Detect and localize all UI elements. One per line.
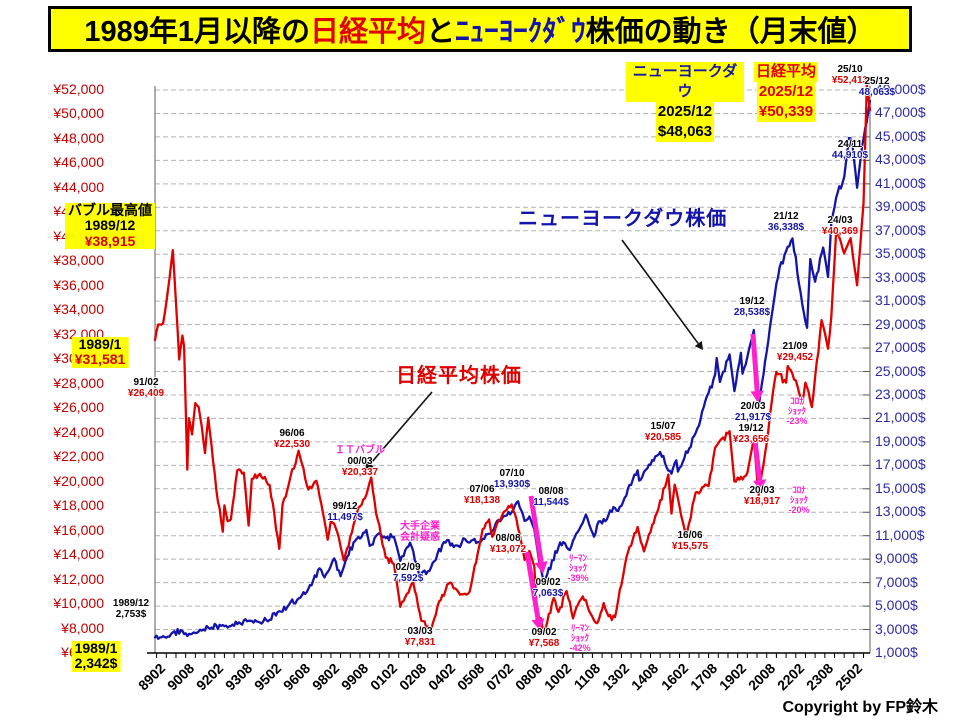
title-nikkei: 日経平均 — [310, 16, 427, 48]
shock-arrow — [752, 440, 763, 481]
title-dow: ﾆｭｰﾖｰｸﾀﾞｳ — [455, 16, 586, 48]
callout-arrow — [369, 391, 433, 465]
callout-arrow — [621, 239, 699, 345]
legend-nikkei: 日経平均 2025/12 ¥50,339 — [740, 62, 832, 122]
arrow-head — [365, 461, 374, 470]
shock-arrow — [750, 333, 760, 392]
shock-arrow — [524, 551, 541, 620]
legend-nikkei-value: ¥50,339 — [756, 102, 816, 122]
arrow-head — [750, 390, 764, 403]
arrow-head — [534, 561, 548, 574]
nikkei-series-callout: 日経平均株価 — [396, 365, 522, 387]
arrow-head — [753, 479, 767, 492]
legend-dow: ニューヨークダウ 2025/12 $48,063 — [626, 62, 744, 142]
arrow-head — [694, 340, 703, 350]
legend-dow-value: $48,063 — [655, 122, 715, 142]
legend-dow-name: ニューヨークダウ — [626, 62, 744, 102]
shock-arrow — [528, 495, 544, 563]
nikkei-series-line — [153, 83, 872, 635]
title-part1: 1989年1月以降の — [84, 16, 311, 48]
legend-nikkei-name: 日経平均 — [753, 62, 818, 82]
copyright-text: Copyright by FP鈴木 — [782, 699, 938, 716]
title-part2: 株価の動き（月末値） — [585, 16, 876, 48]
legend-nikkei-date: 2025/12 — [756, 82, 816, 102]
dow-series-callout: ニューヨークダウ株価 — [518, 208, 728, 230]
title-and: と — [426, 16, 456, 48]
legend-dow-date: 2025/12 — [655, 102, 715, 122]
arrow-head — [531, 618, 545, 631]
chart-title-banner: 1989年1月以降の 日経平均とﾆｭｰﾖｰｸﾀﾞｳ 株価の動き（月末値） — [48, 6, 912, 52]
